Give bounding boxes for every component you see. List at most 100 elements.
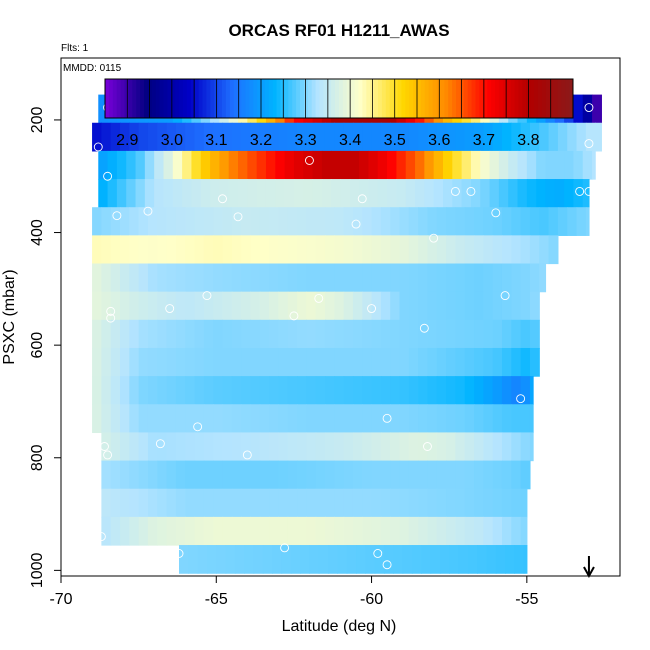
colorbar-segment	[444, 79, 449, 118]
heatmap-cell	[147, 460, 158, 490]
y-tick-label: 800	[29, 444, 46, 471]
heatmap-cell	[474, 516, 484, 546]
heatmap-cell	[287, 235, 298, 265]
heatmap-cell	[520, 319, 531, 349]
heatmap-cell	[278, 291, 289, 321]
sample-point	[516, 394, 526, 404]
heatmap-cell	[464, 235, 475, 265]
heatmap-cell	[492, 404, 503, 434]
heatmap-cell	[278, 432, 289, 462]
heatmap-cell	[138, 404, 149, 434]
sample-point	[559, 473, 569, 482]
heatmap-cell	[203, 207, 214, 236]
heatmap-cell	[501, 319, 512, 349]
heatmap-cell	[331, 179, 342, 208]
heatmap-cell	[116, 150, 127, 180]
heatmap-cell	[222, 291, 233, 321]
date-note: MMDD: 0115	[63, 63, 122, 74]
heatmap-cell	[120, 235, 130, 265]
colorbar-segment	[335, 79, 340, 118]
heatmap-cell	[324, 235, 335, 265]
heatmap-cell	[278, 404, 289, 434]
heatmap-cell	[523, 545, 528, 574]
heatmap-cell	[334, 432, 345, 462]
heatmap-cell	[520, 122, 531, 152]
heatmap-cell	[380, 235, 391, 265]
heatmap-cell	[287, 291, 298, 321]
heatmap-cell	[203, 291, 214, 321]
heatmap-cell	[306, 122, 317, 152]
colorbar-segment	[448, 79, 453, 118]
heatmap-cell	[306, 319, 317, 349]
colorbar-segment	[175, 79, 180, 118]
heatmap-cell	[380, 122, 391, 152]
y-axis-label: PSXC (mbar)	[1, 269, 18, 364]
heatmap-cell	[573, 179, 584, 208]
heatmap-cell	[464, 404, 475, 434]
heatmap-cell	[110, 516, 121, 546]
heatmap-cell	[371, 291, 382, 321]
colorbar-segment	[506, 79, 512, 118]
heatmap-cell	[421, 545, 432, 574]
colorbar-segment	[463, 79, 469, 118]
heatmap-cell	[147, 263, 158, 293]
heatmap-cell	[390, 488, 401, 518]
heatmap-cell	[436, 376, 447, 405]
colorbar-tick-label: 3.1	[205, 132, 227, 149]
colorbar-segment	[420, 79, 426, 118]
colorbar-segment	[163, 79, 168, 118]
heatmap-cell	[275, 179, 286, 208]
heatmap-cell	[371, 516, 382, 546]
heatmap-cell	[483, 235, 494, 265]
heatmap-cell	[154, 150, 165, 180]
heatmap-cell	[334, 235, 345, 265]
heatmap-cell	[231, 207, 242, 236]
heatmap-cell	[231, 488, 242, 518]
colorbar-segment	[276, 79, 281, 118]
heatmap-cell	[464, 122, 475, 152]
colorbar-segment	[385, 79, 391, 118]
heatmap-cell	[352, 207, 363, 236]
heatmap-cell	[210, 150, 220, 180]
heatmap-cell	[362, 319, 373, 349]
colorbar-segment	[206, 79, 211, 118]
heatmap-cell	[517, 179, 528, 208]
heatmap-cell	[297, 516, 307, 546]
colorbar-segment	[350, 79, 356, 118]
sample-point	[233, 212, 243, 222]
heatmap-cell	[324, 291, 335, 321]
heatmap-cell	[175, 319, 186, 349]
heatmap-cell	[461, 179, 472, 208]
colorbar-segment	[296, 79, 301, 118]
heatmap-cell	[464, 291, 475, 321]
heatmap-cell	[436, 207, 447, 236]
heatmap-cell	[352, 319, 363, 349]
heatmap-cell	[129, 263, 140, 293]
heatmap-cell	[399, 235, 410, 265]
heatmap-cell	[203, 235, 214, 265]
heatmap-cell	[439, 545, 450, 574]
heatmap-cell	[427, 432, 438, 462]
heatmap-cell	[536, 179, 547, 208]
heatmap-cell	[297, 488, 307, 518]
heatmap-cell	[110, 376, 121, 405]
heatmap-cell	[520, 404, 531, 434]
heatmap-cell	[210, 179, 220, 208]
heatmap-cell	[343, 488, 354, 518]
heatmap-cell	[408, 404, 419, 434]
heatmap-cell	[418, 291, 429, 321]
colorbar-segment	[483, 79, 488, 118]
heatmap-cell	[427, 319, 438, 349]
heatmap-cell	[498, 150, 509, 180]
heatmap-cell	[529, 432, 534, 462]
heatmap-cell	[147, 235, 158, 265]
heatmap-cell	[110, 347, 121, 377]
colorbar-segment	[144, 79, 149, 118]
heatmap-cell	[464, 460, 475, 490]
heatmap-cell	[352, 291, 363, 321]
heatmap-cell	[250, 207, 261, 236]
heatmap-cell	[269, 347, 279, 377]
heatmap-cell	[529, 291, 540, 321]
heatmap-cell	[306, 291, 317, 321]
heatmap-cell	[191, 150, 202, 180]
